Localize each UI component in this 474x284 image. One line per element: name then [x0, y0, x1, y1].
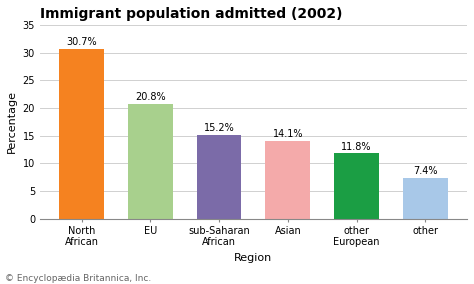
Bar: [197, 135, 241, 219]
Bar: [265, 141, 310, 219]
Text: © Encyclopædia Britannica, Inc.: © Encyclopædia Britannica, Inc.: [5, 273, 151, 283]
Text: 15.2%: 15.2%: [204, 123, 235, 133]
Text: 20.8%: 20.8%: [135, 92, 166, 102]
Text: Immigrant population admitted (2002): Immigrant population admitted (2002): [40, 7, 342, 21]
Bar: [334, 153, 379, 219]
Bar: [403, 178, 447, 219]
Text: 30.7%: 30.7%: [66, 37, 97, 47]
X-axis label: Region: Region: [234, 253, 273, 263]
Y-axis label: Percentage: Percentage: [7, 90, 17, 153]
Bar: [128, 104, 173, 219]
Text: 11.8%: 11.8%: [341, 142, 372, 152]
Bar: [59, 49, 104, 219]
Text: 14.1%: 14.1%: [273, 129, 303, 139]
Text: 7.4%: 7.4%: [413, 166, 438, 176]
